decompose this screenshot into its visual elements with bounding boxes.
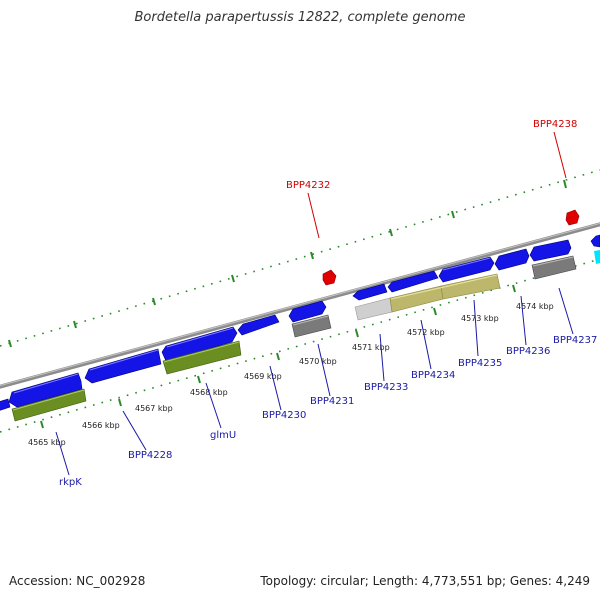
cds-arrow <box>494 248 530 271</box>
pseudo-markers <box>322 209 580 286</box>
gray-box <box>291 314 332 338</box>
gene-label-BPP4228: BPP4228 <box>128 450 172 461</box>
outer-major-ticks <box>8 179 567 348</box>
khaki-box <box>440 273 501 300</box>
gene-label-BPP4230: BPP4230 <box>262 410 306 421</box>
gene-label-BPP4235: BPP4235 <box>458 358 502 369</box>
cds-arrow <box>161 326 238 362</box>
gene-labels: rkpK BPP4228 glmU BPP4230 BPP4231 BPP423… <box>59 335 597 488</box>
kbp-label: 4571 kbp <box>352 343 390 352</box>
kbp-label: 4572 kbp <box>407 328 445 337</box>
gene-label-BPP4236: BPP4236 <box>506 346 550 357</box>
gene-label-BPP4234: BPP4234 <box>411 370 455 381</box>
gene-boxes <box>11 250 600 422</box>
cds-arrow <box>529 239 572 262</box>
gene-label-BPP4232: BPP4232 <box>286 180 330 191</box>
olive-box <box>11 388 87 422</box>
kbp-label: 4566 kbp <box>82 421 120 430</box>
cds-arrow <box>288 300 327 323</box>
cds-arrow <box>590 234 600 248</box>
accession-text: Accession: NC_002928 <box>9 574 146 588</box>
light-gray-box <box>354 297 393 321</box>
cds-arrow <box>438 256 495 283</box>
cds-arrow <box>0 398 11 411</box>
kbp-label: 4567 kbp <box>135 404 173 413</box>
gray-box <box>531 255 577 280</box>
gene-leader-lines-top <box>307 131 567 239</box>
red-marker <box>322 269 337 286</box>
olive-box <box>162 340 242 375</box>
gene-leader-lines <box>55 287 574 476</box>
kbp-label: 4574 kbp <box>516 302 554 311</box>
cds-arrow <box>352 283 388 301</box>
red-marker <box>565 209 580 226</box>
gene-label-BPP4237: BPP4237 <box>553 335 597 346</box>
kbp-label: 4573 kbp <box>461 314 499 323</box>
cds-arrow <box>84 348 162 384</box>
cds-arrow <box>8 372 83 408</box>
gene-labels-top: BPP4232 BPP4238 <box>286 119 577 191</box>
gene-label-rkpK: rkpK <box>59 477 82 488</box>
gene-label-BPP4231: BPP4231 <box>310 396 354 407</box>
cds-arrow <box>237 314 280 336</box>
inner-major-ticks <box>40 284 516 429</box>
gene-label-glmU: glmU <box>210 430 236 441</box>
cds-arrow <box>387 270 439 293</box>
genome-summary-text: Topology: circular; Length: 4,773,551 bp… <box>260 574 590 588</box>
kbp-label: 4565 kbp <box>28 438 66 447</box>
map-title: Bordetella parapertussis 12822, complete… <box>134 10 466 25</box>
kbp-label: 4569 kbp <box>244 372 282 381</box>
gene-label-BPP4238: BPP4238 <box>533 119 577 130</box>
cds-features <box>0 234 600 411</box>
genome-backbone <box>0 222 600 389</box>
kbp-label: 4570 kbp <box>299 357 337 366</box>
cyan-box <box>594 250 600 264</box>
gene-label-BPP4233: BPP4233 <box>364 382 408 393</box>
